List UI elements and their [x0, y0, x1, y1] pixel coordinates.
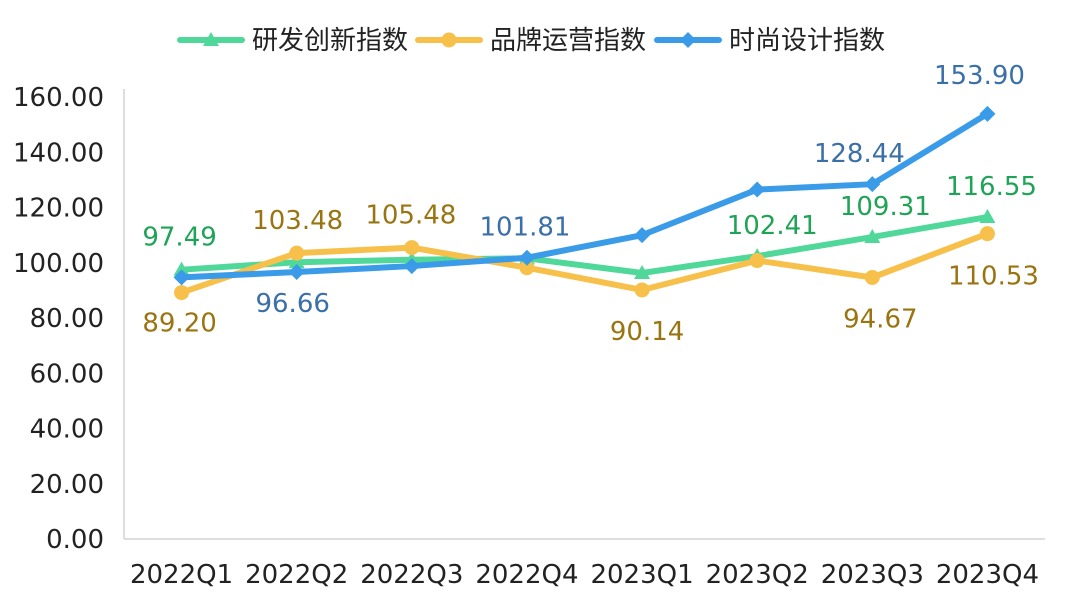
- series-1-line: [178, 214, 991, 276]
- series-2-data-label: 90.14: [610, 317, 684, 347]
- legend-label: 时尚设计指数: [729, 26, 885, 56]
- series-1-point: [173, 261, 190, 276]
- legend-item-3: 时尚设计指数: [654, 26, 885, 56]
- series-1-data-label: 102.41: [727, 211, 818, 241]
- y-tick-label: 80.00: [30, 304, 104, 334]
- legend-swatch-marker: [441, 32, 457, 48]
- data-label-layer: 97.49 102.41 109.31 116.55 89.20 103.48 105.48…: [142, 61, 1039, 347]
- series-1-point: [634, 264, 651, 279]
- series-2-point: [519, 260, 535, 276]
- series-1-data-label: 116.55: [946, 172, 1037, 202]
- y-axis: 0.00 20.00 40.00 60.00 80.00 100.00 120.00 140.…: [13, 83, 125, 555]
- series-3-data-label: 101.81: [479, 213, 570, 243]
- y-tick-label: 60.00: [30, 359, 104, 389]
- series-3-point: [403, 258, 420, 275]
- y-tick-label: 0.00: [46, 525, 104, 555]
- series-2-data-label: 105.48: [365, 201, 456, 231]
- x-tick-label: 2022Q3: [360, 560, 463, 590]
- series-3-point: [288, 263, 305, 280]
- series-2-data-label: 110.53: [948, 262, 1039, 292]
- series-2-point: [404, 240, 420, 256]
- y-tick-label: 140.00: [13, 138, 104, 168]
- series-3: [173, 105, 996, 286]
- series-layer: [173, 105, 996, 301]
- series-3-data-label: 96.66: [255, 289, 329, 319]
- series-1-data-label: 97.49: [142, 223, 216, 253]
- series-2-point: [864, 269, 880, 285]
- x-tick-label: 2022Q1: [130, 560, 233, 590]
- y-tick-label: 20.00: [30, 470, 104, 500]
- series-3-point: [634, 227, 651, 244]
- x-axis: 2022Q1 2022Q2 2022Q3 2022Q4 2023Q1 2023Q2 2023…: [124, 538, 1045, 590]
- series-2-point: [979, 226, 995, 242]
- series-2-point: [289, 245, 305, 261]
- series-2-data-label: 94.67: [843, 304, 917, 334]
- series-2-point: [749, 253, 765, 269]
- x-tick-label: 2023Q4: [936, 560, 1039, 590]
- series-2-line: [178, 230, 991, 296]
- legend-label: 研发创新指数: [252, 26, 408, 56]
- legend-label: 品牌运营指数: [490, 26, 646, 56]
- legend: 研发创新指数 品牌运营指数 时尚设计指数: [177, 26, 885, 56]
- series-1-data-label: 109.31: [840, 192, 931, 222]
- series-1-point: [288, 254, 305, 269]
- x-tick-label: 2023Q1: [590, 560, 693, 590]
- series-1-point: [864, 229, 881, 244]
- series-2-data-label: 89.20: [142, 309, 216, 339]
- series-3-point: [864, 176, 881, 193]
- legend-swatch-marker: [203, 32, 219, 46]
- series-2-point: [634, 282, 650, 298]
- y-tick-label: 40.00: [30, 415, 104, 445]
- series-3-data-label: 128.44: [814, 139, 905, 169]
- series-1-point: [979, 209, 996, 224]
- x-tick-label: 2023Q2: [706, 560, 809, 590]
- y-tick-label: 160.00: [13, 83, 104, 113]
- legend-item-1: 研发创新指数: [177, 26, 408, 56]
- legend-swatch-marker: [680, 32, 696, 48]
- series-3-point: [979, 105, 996, 122]
- y-tick-label: 100.00: [13, 249, 104, 279]
- x-tick-label: 2022Q2: [245, 560, 348, 590]
- series-3-point: [749, 181, 766, 198]
- series-2: [174, 226, 995, 301]
- y-tick-label: 120.00: [13, 194, 104, 224]
- series-3-data-label: 153.90: [934, 61, 1025, 91]
- series-3-line: [178, 110, 991, 281]
- series-2-point: [174, 285, 190, 301]
- x-tick-label: 2023Q3: [821, 560, 924, 590]
- x-tick-label: 2022Q4: [475, 560, 578, 590]
- series-3-point: [173, 269, 190, 286]
- series-2-data-label: 103.48: [252, 206, 343, 236]
- series-3-point: [518, 249, 535, 266]
- legend-item-2: 品牌运营指数: [415, 26, 646, 56]
